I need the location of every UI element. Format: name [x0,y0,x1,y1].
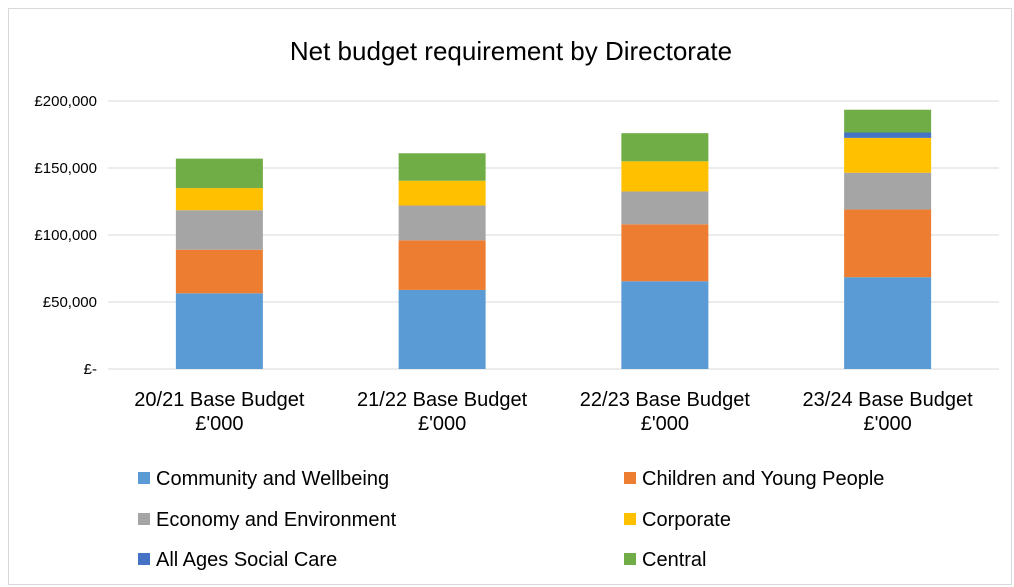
bar-segment [844,172,932,210]
x-tick-label: £'000 [418,413,466,435]
legend-label: All Ages Social Care [156,549,337,571]
y-tick-label: £50,000 [43,294,97,311]
y-axis: £- £50,000 £100,000 £150,000 £200,000 [34,93,97,378]
bars [175,109,932,369]
bar-segment [175,249,263,294]
x-tick-label: £'000 [863,413,911,435]
bar-segment [621,161,709,192]
legend-swatch [624,513,636,525]
legend: Community and Wellbeing Children and Youn… [138,468,884,571]
bar-segment [175,158,263,189]
x-tick-label: £'000 [641,413,689,435]
bar-segment [844,132,932,138]
legend-label: Corporate [642,509,731,531]
bar-segment [398,180,486,206]
bar-segment [175,210,263,250]
bar-segment [398,205,486,241]
y-tick-label: £200,000 [34,93,97,110]
legend-label: Community and Wellbeing [156,468,389,490]
legend-label: Economy and Environment [156,509,397,531]
legend-swatch [138,472,150,484]
legend-label: Children and Young People [642,468,884,490]
bar-segment [621,191,709,225]
x-tick-label: 21/22 Base Budget [357,389,528,411]
chart-frame: Net budget requirement by Directorate £-… [8,8,1012,585]
bar-segment [175,188,263,211]
bar-segment [844,277,932,369]
bar-segment [398,153,486,181]
legend-swatch [138,553,150,565]
legend-label: Central [642,549,706,571]
bar-segment [844,109,932,133]
x-tick-label: £'000 [195,413,243,435]
y-tick-label: £150,000 [34,160,97,177]
bar-segment [621,133,709,162]
bar-segment [621,224,709,282]
legend-swatch [624,472,636,484]
legend-swatch [624,553,636,565]
bar-segment [621,281,709,369]
bar-segment [398,240,486,290]
x-tick-label: 23/24 Base Budget [803,389,974,411]
bar-segment [844,209,932,278]
bar-segment [398,289,486,369]
x-tick-label: 22/23 Base Budget [580,389,751,411]
bar-segment [175,293,263,369]
y-tick-label: £- [84,361,97,378]
stacked-bar-chart: Net budget requirement by Directorate £-… [34,36,999,571]
x-tick-label: 20/21 Base Budget [134,389,305,411]
legend-swatch [138,513,150,525]
chart-title: Net budget requirement by Directorate [290,36,732,66]
bar-segment [844,137,932,173]
y-tick-label: £100,000 [34,227,97,244]
